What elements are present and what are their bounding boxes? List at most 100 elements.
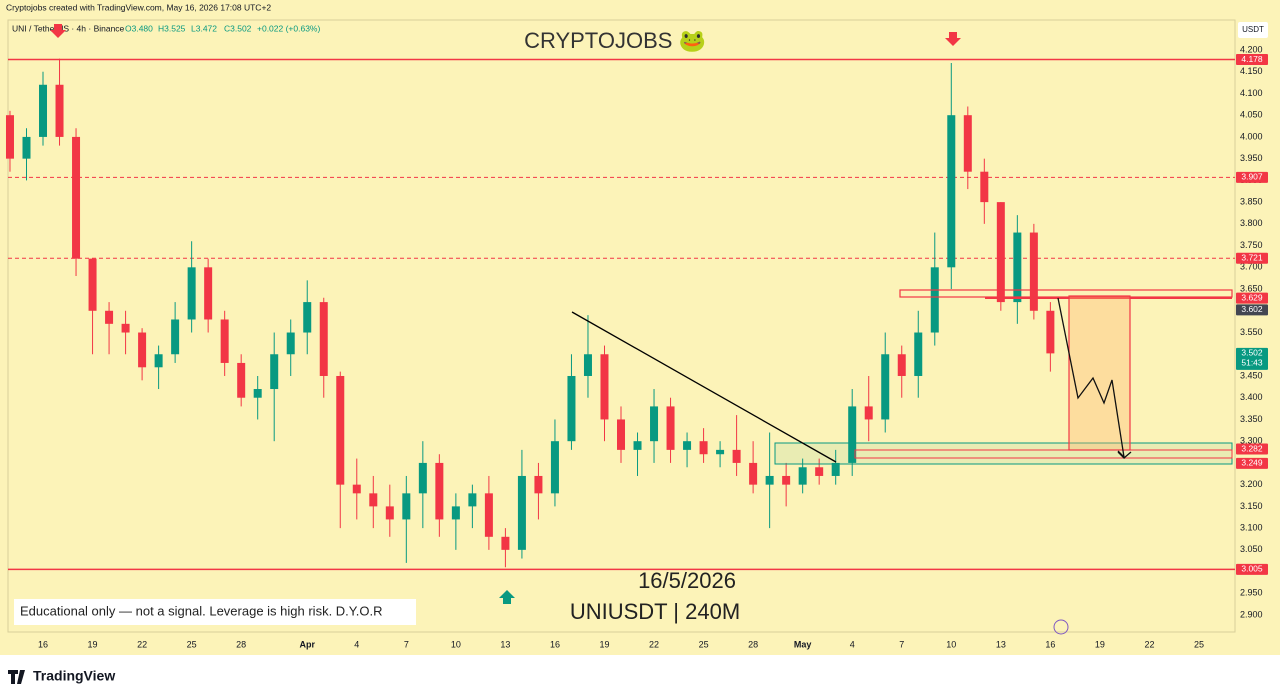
candle-body (848, 406, 857, 463)
candle-body (633, 441, 642, 450)
candle-body (105, 310, 114, 324)
x-tick-label: 19 (599, 639, 609, 649)
candle-body (418, 462, 427, 494)
x-axis: 16 19 22 25 28 Apr 4 7 10 13 16 19 22 25 28 May 4 7 10 13 16… (38, 639, 1204, 649)
candle-body (72, 136, 81, 259)
ohlc-close: C3.502 (224, 23, 252, 33)
candle-body (138, 332, 147, 368)
candle-body (683, 441, 692, 450)
candle-body (749, 462, 758, 485)
ohlc-low: L3.472 (191, 23, 217, 33)
candle-body (5, 115, 14, 159)
candle-body (468, 493, 477, 507)
logo (8, 670, 25, 684)
candle-body (996, 202, 1005, 303)
pane-border (7, 19, 1236, 633)
x-tick-label: 4 (850, 639, 855, 649)
x-tick-label: 7 (404, 639, 409, 649)
price-axis (1235, 20, 1280, 635)
x-tick-label: 22 (137, 639, 147, 649)
x-tick-label: 7 (899, 639, 904, 649)
candle-body (567, 375, 576, 442)
candle-body (980, 171, 989, 203)
x-tick-label: 22 (1144, 639, 1154, 649)
level-label-box (1236, 171, 1268, 183)
candle-body (534, 475, 543, 494)
candle-body (55, 84, 64, 137)
x-tick-label: Apr (299, 639, 315, 649)
level-label-box (1236, 252, 1268, 264)
candle-body (831, 462, 840, 476)
candle-body (864, 406, 873, 420)
x-tick-label: 28 (748, 639, 758, 649)
y-tick-label: 3.450 (1240, 370, 1263, 380)
ohlc-open: O3.480 (125, 23, 153, 33)
down-arrow (50, 24, 66, 38)
candle-body (716, 449, 725, 455)
candle-body (385, 506, 394, 520)
candle-body (352, 484, 361, 494)
x-tick-label: 16 (1045, 639, 1055, 649)
candle-body (270, 354, 279, 390)
x-tick-label: 16 (550, 639, 560, 649)
candle-body (303, 302, 312, 333)
x-tick-label: 28 (236, 639, 246, 649)
candle-body (451, 506, 460, 520)
candle-body (171, 319, 180, 355)
candle-body (782, 475, 791, 485)
level-label: 3.005 (1241, 564, 1263, 574)
x-tick-label: 25 (699, 639, 709, 649)
candle-body (39, 84, 48, 137)
candle-body (617, 419, 626, 450)
candle-body (550, 441, 559, 494)
ohlc-high: H3.525 (158, 23, 186, 33)
candle-body (435, 462, 444, 520)
candle-body (517, 475, 526, 550)
support-zone (774, 442, 1233, 465)
level-label-box (1236, 292, 1268, 304)
projection-arrow (1117, 451, 1132, 459)
candle-body (22, 136, 31, 159)
level-label: 3.907 (1241, 172, 1263, 182)
support-zone-inner (854, 449, 1233, 459)
x-tick-label: 10 (451, 639, 461, 649)
candle-body (914, 332, 923, 376)
x-tick-label: 19 (88, 639, 98, 649)
y-tick-label: 3.050 (1240, 544, 1263, 554)
y-tick-label: 3.200 (1240, 479, 1263, 489)
candle-body (286, 332, 295, 355)
y-tick-label: 2.950 (1240, 588, 1263, 598)
y-tick-label: 3.800 (1240, 218, 1263, 228)
projection (1057, 297, 1125, 459)
x-tick-label: 4 (354, 639, 359, 649)
candle-body (484, 493, 493, 537)
level-label-box (1236, 457, 1268, 469)
y-tick-label: 3.650 (1240, 283, 1263, 293)
y-tick-label: 4.100 (1240, 88, 1263, 98)
candle-body (963, 115, 972, 172)
x-tick-label: 19 (1095, 639, 1105, 649)
y-tick-label: 4.150 (1240, 66, 1263, 76)
candle-body (815, 467, 824, 476)
currency-box (1238, 22, 1268, 38)
y-tick-label: 3.100 (1240, 522, 1263, 532)
candle-body (187, 267, 196, 320)
candle-body (88, 258, 97, 311)
candle-body (369, 493, 378, 507)
countdown: 51:43 (1241, 358, 1263, 368)
symbol: UNI / TetherUS · 4h · Binance (12, 23, 125, 33)
candle-body (1013, 232, 1022, 303)
candle-body (1029, 232, 1038, 311)
candle-body (1046, 310, 1055, 354)
candle-body (699, 441, 708, 455)
header: Cryptojobs created with TradingView.com,… (6, 2, 271, 12)
level-label: 4.178 (1241, 54, 1263, 64)
pair-text: UNIUSDT | 240M (570, 599, 740, 624)
down-arrow (945, 32, 961, 46)
candle-body (154, 354, 163, 368)
candle-body (666, 406, 675, 450)
y-tick-label: 3.350 (1240, 414, 1263, 424)
y-tick-label: 3.300 (1240, 436, 1263, 446)
level-label: 3.282 (1241, 443, 1263, 453)
